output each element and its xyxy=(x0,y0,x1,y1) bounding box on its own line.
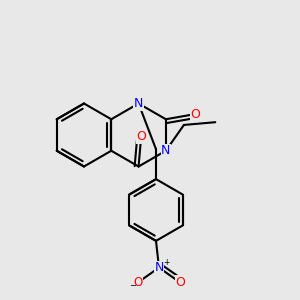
Text: O: O xyxy=(133,276,142,289)
Text: N: N xyxy=(154,261,164,274)
Text: +: + xyxy=(163,258,170,267)
Text: N: N xyxy=(161,144,170,157)
Text: O: O xyxy=(175,276,185,289)
Text: −: − xyxy=(129,281,136,290)
Text: N: N xyxy=(134,97,143,110)
Text: O: O xyxy=(190,108,200,121)
Text: O: O xyxy=(136,130,146,143)
